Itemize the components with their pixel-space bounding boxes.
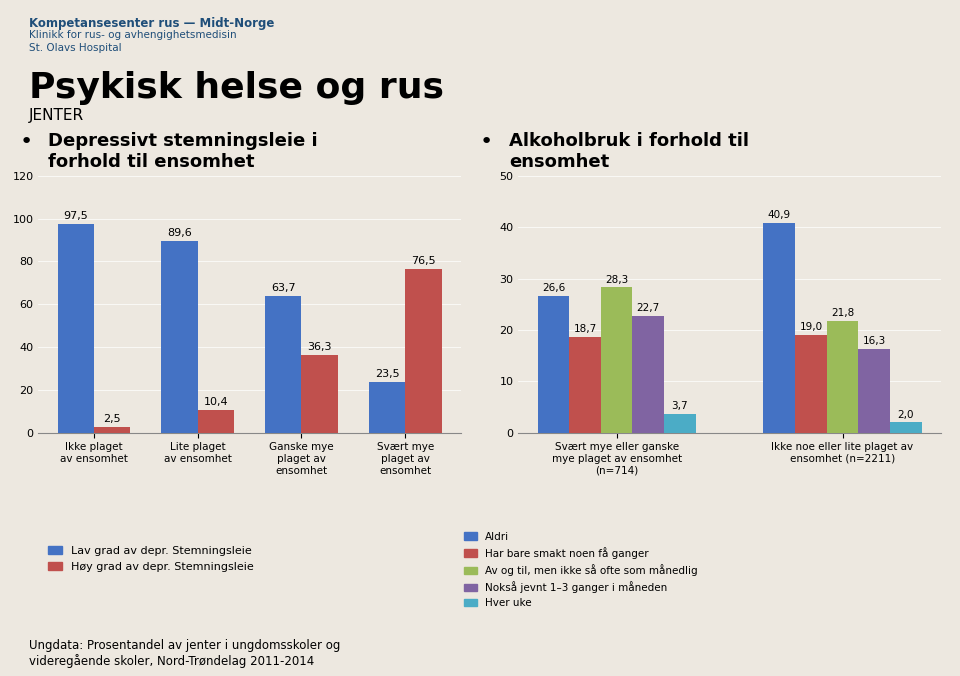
Text: •: •: [19, 132, 33, 152]
Bar: [161, 241, 198, 433]
Text: St. Olavs Hospital: St. Olavs Hospital: [29, 43, 121, 53]
Text: 18,7: 18,7: [573, 324, 597, 334]
Bar: [633, 316, 664, 433]
Text: 97,5: 97,5: [63, 211, 88, 220]
Bar: [763, 222, 795, 433]
Text: 89,6: 89,6: [167, 228, 192, 238]
Bar: [405, 269, 442, 433]
Bar: [58, 224, 94, 433]
Text: 3,7: 3,7: [672, 401, 688, 411]
Bar: [369, 383, 405, 433]
Text: 26,6: 26,6: [541, 283, 565, 293]
Text: •: •: [480, 132, 493, 152]
Bar: [569, 337, 601, 433]
Text: Klinikk for rus- og avhengighetsmedisin: Klinikk for rus- og avhengighetsmedisin: [29, 30, 236, 41]
Bar: [198, 410, 234, 433]
Text: 22,7: 22,7: [636, 304, 660, 314]
Text: 63,7: 63,7: [271, 283, 296, 293]
Text: 36,3: 36,3: [307, 342, 332, 352]
Text: Ungdata: Prosentandel av jenter i ungdomsskoler og
videregående skoler, Nord-Trø: Ungdata: Prosentandel av jenter i ungdom…: [29, 639, 340, 668]
Text: Kompetansesenter rus — Midt-Norge: Kompetansesenter rus — Midt-Norge: [29, 17, 275, 30]
Text: 28,3: 28,3: [605, 274, 628, 285]
Text: 40,9: 40,9: [768, 210, 791, 220]
Bar: [827, 320, 858, 433]
Text: 16,3: 16,3: [862, 337, 886, 346]
Bar: [301, 355, 338, 433]
Bar: [538, 296, 569, 433]
Bar: [890, 422, 922, 433]
Bar: [664, 414, 696, 433]
Bar: [265, 296, 301, 433]
Bar: [795, 335, 827, 433]
Text: Depressivt stemningsleie i
forhold til ensomhet: Depressivt stemningsleie i forhold til e…: [48, 132, 318, 170]
Text: 23,5: 23,5: [374, 369, 399, 379]
Legend: Aldri, Har bare smakt noen få ganger, Av og til, men ikke så ofte som månedlig, : Aldri, Har bare smakt noen få ganger, Av…: [460, 527, 702, 612]
Text: Psykisk helse og rus: Psykisk helse og rus: [29, 71, 444, 105]
Text: 2,5: 2,5: [104, 414, 121, 424]
Text: 2,0: 2,0: [898, 410, 914, 420]
Legend: Lav grad av depr. Stemningsleie, Høy grad av depr. Stemningsleie: Lav grad av depr. Stemningsleie, Høy gra…: [44, 541, 258, 576]
Text: JENTER: JENTER: [29, 108, 84, 123]
Bar: [858, 349, 890, 433]
Bar: [601, 287, 633, 433]
Bar: [94, 427, 131, 433]
Text: 21,8: 21,8: [831, 308, 854, 318]
Text: Alkoholbruk i forhold til
ensomhet: Alkoholbruk i forhold til ensomhet: [509, 132, 749, 170]
Text: 76,5: 76,5: [411, 256, 436, 266]
Text: 19,0: 19,0: [800, 322, 823, 333]
Text: 10,4: 10,4: [204, 397, 228, 407]
